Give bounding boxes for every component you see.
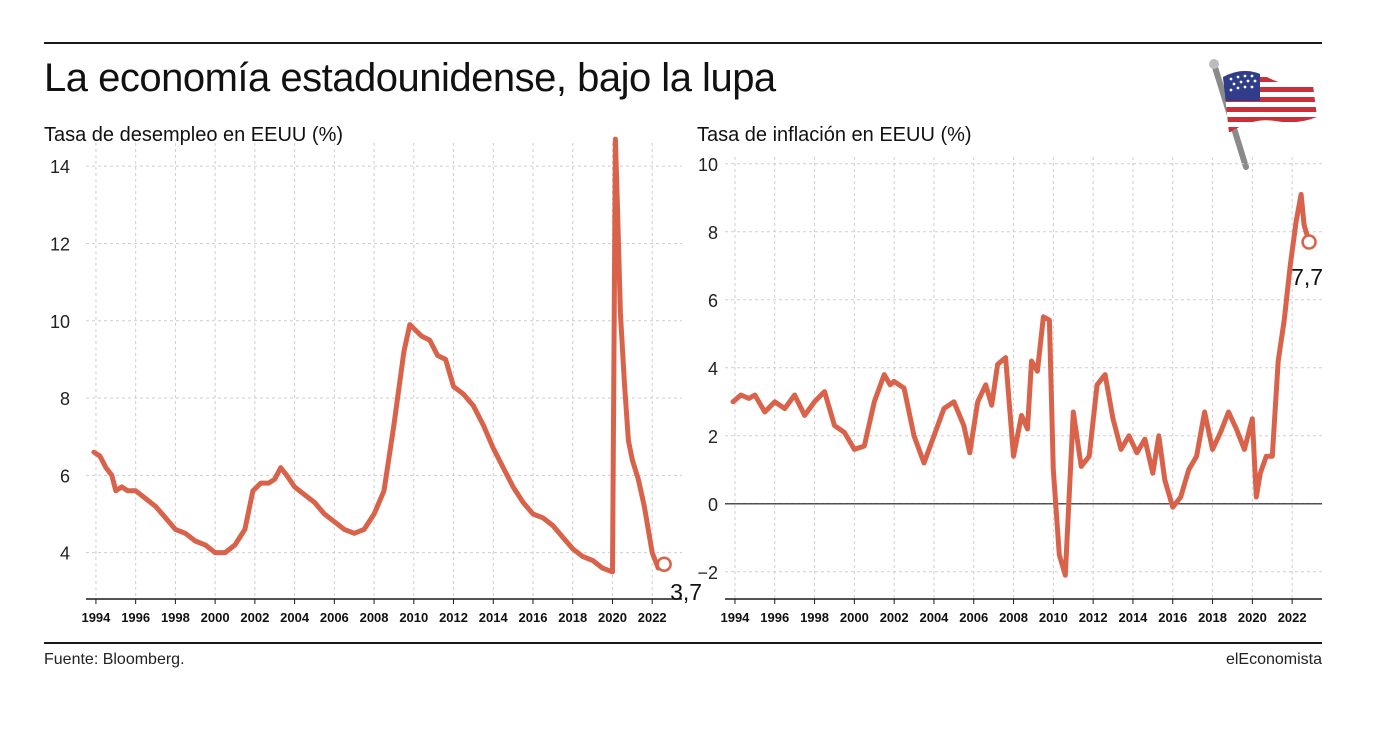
- x-tick-label: 2006: [959, 610, 988, 625]
- y-tick-label: 14: [50, 157, 70, 177]
- x-tick-label: 2006: [320, 610, 349, 625]
- y-tick-label: 12: [50, 234, 70, 254]
- end-value-label: 7,7: [1291, 264, 1323, 290]
- y-tick-label: −2: [697, 563, 718, 583]
- x-tick-label: 2008: [999, 610, 1028, 625]
- y-tick-label: 8: [708, 223, 718, 243]
- chart-subtitle: Tasa de inflación en EEUU (%): [697, 124, 972, 146]
- x-tick-label: 1996: [760, 610, 789, 625]
- x-tick-label: 2010: [399, 610, 428, 625]
- x-tick-label: 1998: [800, 610, 829, 625]
- x-tick-label: 2014: [1118, 610, 1148, 625]
- y-tick-label: 4: [708, 359, 718, 379]
- unemployment-chart: Tasa de desempleo en EEUU (%) 4 6 8 10 12 14 19…: [44, 124, 702, 625]
- x-tick-label: 2010: [1039, 610, 1068, 625]
- inflation-chart: Tasa de inflación en EEUU (%) −2 0 2 4 6 8 10 19…: [697, 124, 1323, 625]
- y-tick-label: 10: [698, 155, 718, 175]
- y-tick-label: 4: [60, 544, 70, 564]
- x-tick-label: 2004: [919, 610, 949, 625]
- data-line: [730, 191, 1312, 578]
- x-tick-label: 1994: [720, 610, 750, 625]
- y-tick-label: 0: [708, 495, 718, 515]
- x-tick-label: 2000: [840, 610, 869, 625]
- x-tick-label: 2000: [201, 610, 230, 625]
- x-tick-label: 2002: [880, 610, 909, 625]
- x-tick-label: 2022: [638, 610, 667, 625]
- x-tick-label: 2012: [439, 610, 468, 625]
- x-tick-label: 2022: [1278, 610, 1307, 625]
- x-tick-label: 2016: [519, 610, 548, 625]
- y-tick-label: 2: [708, 427, 718, 447]
- end-value-label: 3,7: [670, 579, 702, 605]
- top-rule: [44, 42, 1322, 44]
- x-tick-label: 2018: [558, 610, 587, 625]
- y-tick-label: 6: [708, 291, 718, 311]
- us-flag-icon: [1209, 59, 1317, 170]
- x-tick-label: 2002: [240, 610, 269, 625]
- page-title: La economía estadounidense, bajo la lupa: [44, 56, 776, 100]
- end-point-marker: [656, 556, 672, 572]
- x-tick-label: 1998: [161, 610, 190, 625]
- y-tick-label: 8: [60, 389, 70, 409]
- source-note: Fuente: Bloomberg.: [44, 651, 185, 668]
- bottom-rule: [44, 642, 1322, 644]
- end-point-marker: [1301, 234, 1317, 250]
- x-tick-label: 2018: [1198, 610, 1227, 625]
- y-tick-label: 10: [50, 312, 70, 332]
- x-tick-label: 2014: [479, 610, 509, 625]
- x-tick-label: 2020: [598, 610, 627, 625]
- chart-subtitle: Tasa de desempleo en EEUU (%): [44, 124, 343, 146]
- brand-name: elEconomista: [1225, 651, 1322, 668]
- x-tick-label: 2004: [280, 610, 310, 625]
- x-tick-label: 1996: [121, 610, 150, 625]
- y-tick-label: 6: [60, 466, 70, 486]
- x-tick-label: 2020: [1238, 610, 1267, 625]
- x-tick-label: 1994: [81, 610, 111, 625]
- data-line: [91, 136, 667, 575]
- x-tick-label: 2008: [360, 610, 389, 625]
- x-tick-label: 2012: [1079, 610, 1108, 625]
- x-tick-label: 2016: [1158, 610, 1187, 625]
